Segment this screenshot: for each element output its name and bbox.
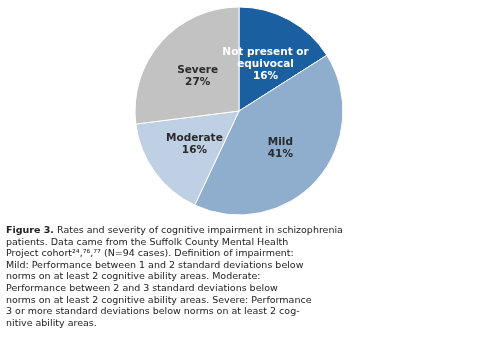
html-text:nitive ability areas.: nitive ability areas. (6, 316, 97, 328)
html-text:Mild: Performance between 1 an: Mild: Performance between 1 and 2 standa… (6, 258, 304, 270)
svg-text:Moderate16%: Moderate16% (166, 131, 223, 155)
html-text:3 or more standard deviations: 3 or more standard deviations below norm… (6, 305, 300, 317)
html-text:Project cohort²⁴,⁷⁶,⁷⁷ (N=94 c: Project cohort²⁴,⁷⁶,⁷⁷ (N=94 cases). Def… (6, 247, 294, 259)
html-text:patients. Data came from the S: patients. Data came from the Suffolk Cou… (6, 235, 289, 247)
svg-text:Severe27%: Severe27% (177, 63, 218, 87)
html-text:norms on at least 2 cognitive: norms on at least 2 cognitive ability ar… (6, 293, 312, 305)
html-text:norms on at least 2 cognitive: norms on at least 2 cognitive ability ar… (6, 270, 261, 282)
svg-text:Mild41%: Mild41% (268, 135, 294, 159)
html-text:Performance between 2 and 3 st: Performance between 2 and 3 standard dev… (6, 282, 278, 293)
html-text:Figure 3. Rates and severity o: Figure 3. Rates and severity of cognitiv… (6, 224, 343, 235)
svg-text:Not present orequivocal16%: Not present orequivocal16% (222, 45, 309, 81)
